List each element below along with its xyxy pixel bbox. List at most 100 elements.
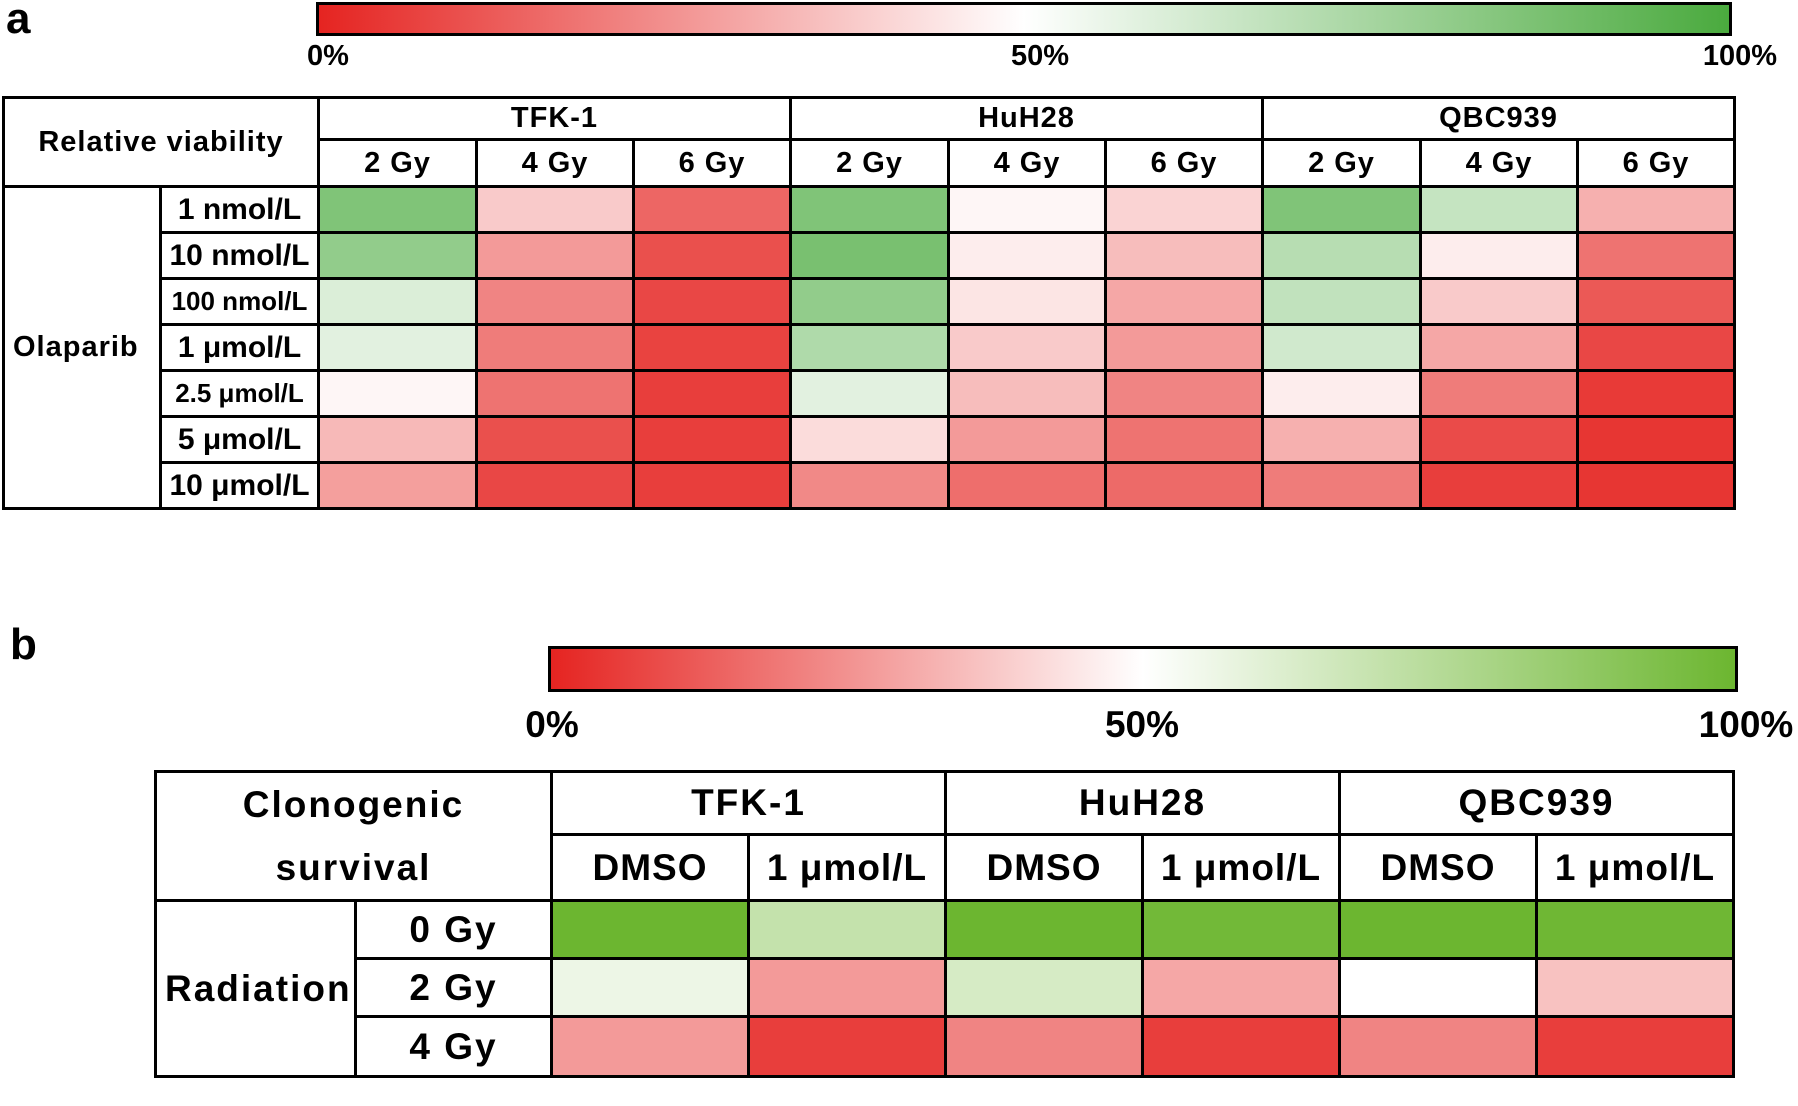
heatmap-cell — [1141, 1015, 1341, 1078]
heatmap-cell — [944, 1015, 1144, 1078]
heatmap-cell — [475, 461, 635, 510]
colorbar-b — [548, 646, 1738, 692]
heatmap-cell — [944, 957, 1144, 1018]
heatmap-cell — [1576, 231, 1736, 280]
column-header: 1 μmol/L — [747, 833, 947, 902]
heatmap-cell — [1338, 1015, 1538, 1078]
heatmap-cell — [789, 323, 950, 372]
heatmap-cell — [947, 323, 1107, 372]
heatmap-cell — [1104, 415, 1264, 464]
column-header: 1 μmol/L — [1141, 833, 1341, 902]
row-group-label: Radiation — [154, 899, 357, 1078]
heatmap-cell — [632, 277, 792, 326]
heatmap-cell — [789, 369, 950, 418]
heatmap-cell — [632, 461, 792, 510]
heatmap-cell — [1104, 369, 1264, 418]
heatmap-cell — [632, 323, 792, 372]
heatmap-cell — [1576, 369, 1736, 418]
row-label: 100 nmol/L — [159, 277, 320, 326]
heatmap-cell — [317, 461, 478, 510]
heatmap-cell — [947, 369, 1107, 418]
heatmap-cell — [317, 369, 478, 418]
corner-label-line-1: Clonogenic — [242, 784, 465, 825]
heatmap-cell — [947, 415, 1107, 464]
heatmap-cell — [1576, 415, 1736, 464]
heatmap-cell — [1104, 461, 1264, 510]
heatmap-cell — [1261, 277, 1422, 326]
table-row: Radiation 0 Gy — [154, 899, 1735, 1078]
column-header: DMSO — [1338, 833, 1538, 902]
column-header: 4 Gy — [475, 138, 635, 188]
heatmap-cell — [317, 277, 478, 326]
heatmap-cell — [1419, 231, 1579, 280]
column-header: 4 Gy — [947, 138, 1107, 188]
heatmap-cell — [632, 369, 792, 418]
heatmap-cell — [1576, 185, 1736, 234]
heatmap-cell — [947, 277, 1107, 326]
heatmap-cell — [1261, 415, 1422, 464]
heatmap-cell — [475, 185, 635, 234]
table-row: 2 Gy — [156, 957, 1735, 1018]
panel-label-a: a — [6, 0, 31, 43]
column-header: 4 Gy — [1419, 138, 1579, 188]
heatmap-cell — [317, 323, 478, 372]
heatmap-cell — [1338, 899, 1538, 960]
heatmap-cell — [1104, 323, 1264, 372]
column-header: DMSO — [944, 833, 1144, 902]
heatmap-cell — [747, 957, 947, 1018]
heatmap-cell — [789, 185, 950, 234]
row-label: 1 μmol/L — [159, 323, 320, 372]
heatmap-cell — [1338, 957, 1538, 1018]
heatmap-b: Clonogenic survival TFK-1 HuH28 QBC939 DMSO 1 … — [154, 769, 1735, 1078]
column-header: 2 Gy — [317, 138, 478, 188]
heatmap-cell — [475, 277, 635, 326]
heatmap-cell — [1576, 323, 1736, 372]
colorbar-b-tick-min: 0% — [525, 704, 579, 745]
column-header: 1 μmol/L — [1535, 833, 1735, 902]
row-label: 4 Gy — [354, 1015, 553, 1078]
heatmap-cell — [1141, 957, 1341, 1018]
row-group-label: Olaparib — [2, 185, 162, 510]
heatmap-cell — [550, 1015, 750, 1078]
heatmap-cell — [475, 231, 635, 280]
table-row: Olaparib 1 nmol/L — [2, 185, 1736, 510]
heatmap-cell — [747, 899, 947, 960]
heatmap-cell — [944, 899, 1144, 960]
heatmap-cell — [947, 231, 1107, 280]
panel-label-b: b — [10, 620, 37, 669]
colorbar-a-tick-mid: 50% — [1010, 40, 1070, 72]
corner-label: Clonogenic survival — [154, 770, 553, 902]
heatmap-cell — [1535, 957, 1735, 1018]
heatmap-cell — [475, 415, 635, 464]
table-row: 1 μmol/L — [4, 323, 1736, 372]
table-row: 10 μmol/L — [4, 461, 1736, 510]
heatmap-cell — [1261, 369, 1422, 418]
column-group-header: HuH28 — [944, 769, 1341, 837]
column-header: 2 Gy — [789, 138, 950, 188]
row-label: 10 μmol/L — [159, 461, 320, 510]
heatmap-cell — [1419, 415, 1579, 464]
heatmap-cell — [632, 415, 792, 464]
heatmap-cell — [947, 185, 1107, 234]
column-header: 6 Gy — [632, 138, 792, 188]
heatmap-cell — [550, 957, 750, 1018]
colorbar-a-tick-min: 0% — [307, 40, 349, 72]
table-row: 2.5 μmol/L — [4, 369, 1736, 418]
heatmap-cell — [1261, 323, 1422, 372]
heatmap-cell — [1419, 323, 1579, 372]
row-label: 5 μmol/L — [159, 415, 320, 464]
colorbar-b-tick-mid: 50% — [1104, 704, 1180, 745]
heatmap-cell — [1104, 185, 1264, 234]
column-header: 2 Gy — [1261, 138, 1422, 188]
heatmap-cell — [317, 231, 478, 280]
heatmap-cell — [789, 231, 950, 280]
corner-label: Relative viability — [2, 96, 320, 188]
column-header: 6 Gy — [1104, 138, 1264, 188]
colorbar-b-tick-max: 100% — [1698, 704, 1794, 745]
heatmap-cell — [317, 415, 478, 464]
column-group-header: TFK-1 — [317, 96, 792, 141]
heatmap-cell — [947, 461, 1107, 510]
heatmap-cell — [789, 461, 950, 510]
heatmap-cell — [1104, 277, 1264, 326]
colorbar-a — [316, 2, 1732, 36]
